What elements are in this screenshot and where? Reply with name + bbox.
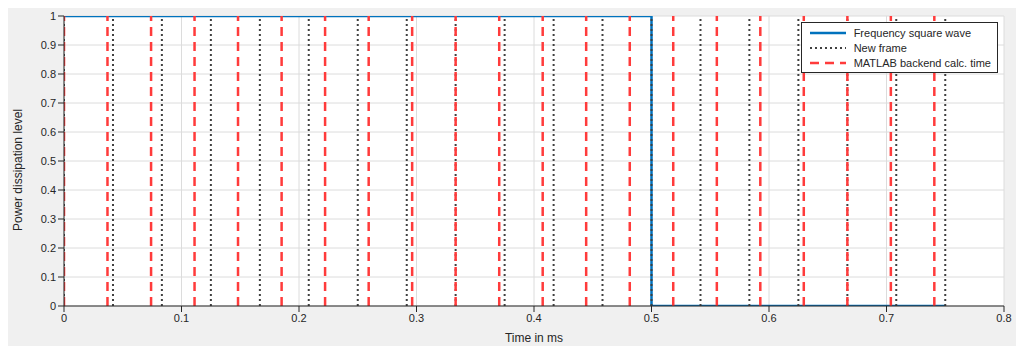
- svg-text:0: 0: [50, 300, 56, 312]
- svg-text:0.4: 0.4: [41, 184, 56, 196]
- svg-text:0.1: 0.1: [174, 312, 189, 324]
- svg-text:0.7: 0.7: [41, 97, 56, 109]
- html-text:Frequency square wave: Frequency square wave: [853, 26, 971, 39]
- svg-text:0.4: 0.4: [526, 312, 541, 324]
- svg-text:0.9: 0.9: [41, 39, 56, 51]
- svg-text:Time in ms: Time in ms: [505, 331, 563, 345]
- html-text:MATLAB backend calc. time: MATLAB backend calc. time: [853, 56, 991, 69]
- svg-text:0.1: 0.1: [41, 271, 56, 283]
- html-text:New frame: New frame: [853, 41, 907, 54]
- svg-text:0.3: 0.3: [409, 312, 424, 324]
- svg-text:0: 0: [61, 312, 67, 324]
- svg-text:0.2: 0.2: [41, 242, 56, 254]
- svg-text:0.5: 0.5: [41, 155, 56, 167]
- svg-text:0.8: 0.8: [996, 312, 1011, 324]
- svg-text:0.7: 0.7: [879, 312, 894, 324]
- svg-text:1: 1: [50, 10, 56, 22]
- svg-text:0.6: 0.6: [761, 312, 776, 324]
- svg-text:0.3: 0.3: [41, 213, 56, 225]
- svg-text:Power dissipation level: Power dissipation level: [11, 109, 25, 231]
- svg-text:0.2: 0.2: [291, 312, 306, 324]
- svg-text:0.8: 0.8: [41, 68, 56, 80]
- svg-text:0.6: 0.6: [41, 126, 56, 138]
- svg-text:0.5: 0.5: [644, 312, 659, 324]
